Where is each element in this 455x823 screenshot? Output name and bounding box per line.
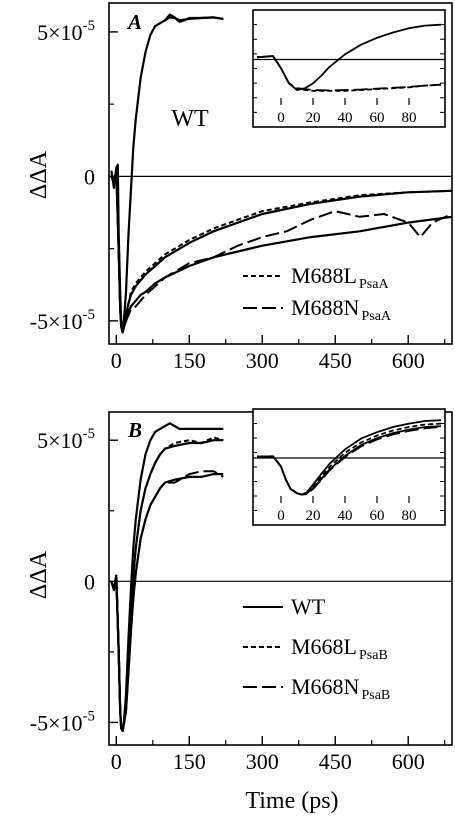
x-axis-title: Time (ps) (245, 788, 338, 814)
series-line (110, 169, 453, 334)
inset-frame (252, 9, 446, 128)
y-tick-label: -5×10-5 (30, 307, 95, 334)
y-tick-label: 5×10-5 (37, 18, 95, 45)
inset-plot: 0 20 40 60 80 (252, 9, 446, 128)
inset-x-tick-label: 60 (370, 110, 385, 126)
x-tick-label: 450 (319, 749, 352, 774)
series-line (110, 169, 453, 334)
y-tick-label: -5×10-5 (30, 708, 95, 735)
x-tick-label: 150 (173, 348, 206, 373)
y-tick-label: 0 (84, 569, 95, 594)
y-tick-label: 5×10-5 (37, 426, 95, 453)
x-tick-label: 0 (111, 749, 122, 774)
x-tick-label: 0 (111, 348, 122, 373)
series-line (110, 470, 224, 732)
legend-label: M688N PsaA (291, 295, 392, 324)
inset-x-tick-label: 20 (306, 110, 321, 126)
x-tick-label: 300 (246, 348, 279, 373)
inset-x-tick-label: 0 (277, 508, 285, 524)
x-tick-label: 600 (392, 348, 425, 373)
panel-letter: B (127, 418, 142, 442)
x-tick-label: 450 (319, 348, 352, 373)
x-tick-label: 300 (246, 749, 279, 774)
y-tick-label: 0 (84, 164, 95, 189)
x-tick-label: 150 (173, 749, 206, 774)
legend-label: M688L PsaA (291, 263, 389, 292)
inset-x-tick-label: 20 (306, 508, 321, 524)
inset-x-tick-label: 0 (277, 110, 285, 126)
inset-plot: 0 20 40 60 80 (252, 408, 446, 526)
wt-annotation: WT (171, 106, 209, 132)
plot-frame (108, 2, 453, 345)
inset-x-tick-label: 80 (402, 508, 417, 524)
y-axis-title: ΔΔA (26, 150, 52, 199)
inset-x-tick-label: 40 (338, 508, 353, 524)
inset-x-tick-label: 60 (370, 508, 385, 524)
series-line (164, 13, 224, 23)
legend-label: M668L PsaB (291, 634, 388, 663)
legend-label: WT (291, 594, 326, 619)
inset-series-line (256, 55, 442, 92)
y-axis-title: ΔΔA (26, 550, 52, 599)
x-tick-label: 600 (392, 749, 425, 774)
legend-label: M668N PsaB (291, 674, 390, 703)
inset-series-line (256, 426, 442, 496)
inset-x-tick-label: 40 (338, 110, 353, 126)
panel-letter: A (126, 10, 142, 34)
inset-x-tick-label: 80 (402, 110, 417, 126)
series-line (110, 16, 224, 331)
series-line (110, 169, 453, 331)
